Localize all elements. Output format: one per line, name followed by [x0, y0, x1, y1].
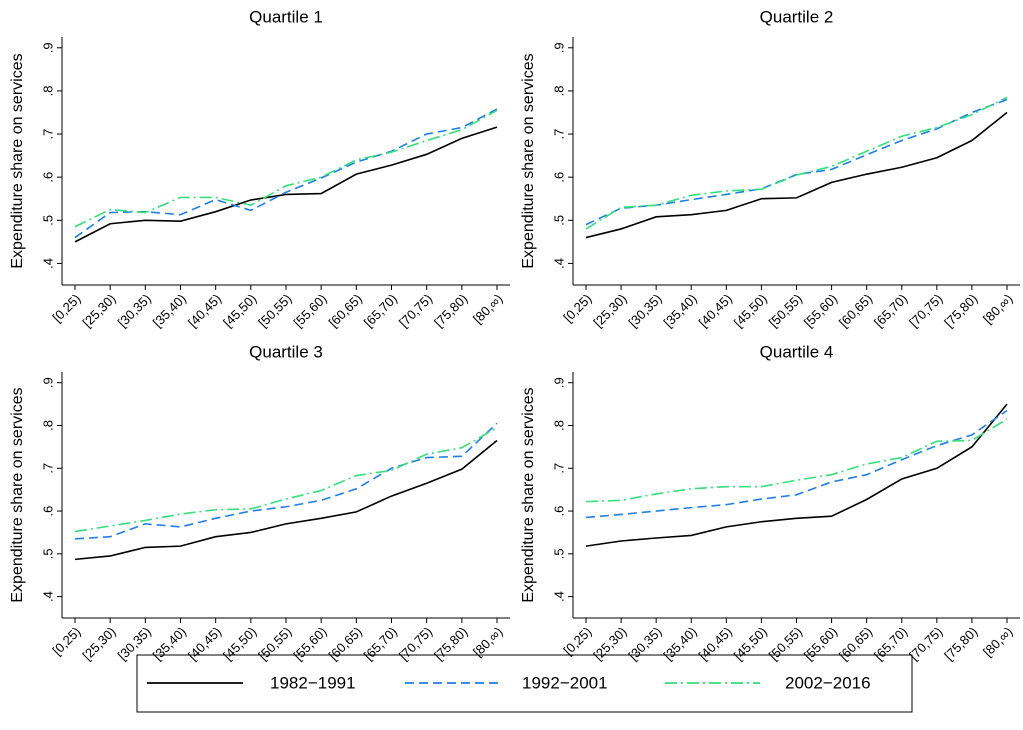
- x-tick-label: [60,65): [326, 291, 365, 330]
- x-tick-label: [25,30): [590, 291, 629, 330]
- y-tick-label: .7: [40, 463, 55, 474]
- x-tick-label: [65,70): [361, 291, 400, 330]
- y-tick-label: .4: [40, 591, 55, 602]
- legend-label: 1982−1991: [270, 673, 356, 692]
- legend-label: 2002−2016: [785, 673, 871, 692]
- x-tick-label: [80,∞): [980, 291, 1016, 327]
- chart-title: Quartile 1: [249, 7, 323, 26]
- y-tick-label: .8: [551, 420, 566, 431]
- x-tick-label: [25,30): [79, 624, 118, 663]
- y-tick-label: .5: [40, 548, 55, 559]
- y-tick-label: .8: [551, 85, 566, 96]
- x-tick-label: [60,65): [836, 291, 875, 330]
- series-line: [74, 426, 498, 533]
- x-tick-label: [75,80): [431, 291, 470, 330]
- legend-label: 1992−2001: [522, 673, 608, 692]
- x-tick-label: [70,75): [906, 291, 945, 330]
- y-tick-label: .5: [40, 215, 55, 226]
- series-line: [585, 409, 1008, 519]
- x-tick-label: [40,45): [696, 291, 735, 330]
- y-tick-label: .7: [551, 129, 566, 140]
- y-tick-label: .5: [551, 548, 566, 559]
- series-line: [585, 96, 1008, 230]
- series-line: [585, 111, 1008, 239]
- x-tick-label: [35,40): [150, 291, 189, 330]
- x-tick-label: [70,75): [396, 291, 435, 330]
- chart-title: Quartile 4: [760, 342, 834, 361]
- y-tick-label: .8: [40, 420, 55, 431]
- series-line: [585, 418, 1008, 503]
- x-tick-label: [80,∞): [980, 624, 1016, 660]
- y-axis-label: Expenditure share on services: [520, 53, 537, 268]
- x-tick-label: [80,∞): [470, 291, 506, 327]
- chart-title: Quartile 3: [249, 342, 323, 361]
- y-tick-label: .7: [551, 463, 566, 474]
- y-tick-label: .9: [551, 377, 566, 388]
- y-axis-label: Expenditure share on services: [9, 53, 26, 268]
- y-tick-label: .6: [40, 172, 55, 183]
- x-tick-label: [55,60): [801, 291, 840, 330]
- y-axis-label: Expenditure share on services: [520, 387, 537, 602]
- x-tick-label: [50,55): [255, 291, 294, 330]
- x-tick-label: [55,60): [290, 291, 329, 330]
- y-tick-label: .4: [551, 591, 566, 602]
- x-tick-label: [0,25): [49, 624, 83, 658]
- x-tick-label: [30,35): [625, 291, 664, 330]
- x-tick-label: [35,40): [661, 291, 700, 330]
- chart-title: Quartile 2: [760, 7, 834, 26]
- x-tick-label: [45,50): [220, 291, 259, 330]
- x-tick-label: [80,∞): [470, 624, 506, 660]
- series-line: [74, 108, 498, 239]
- y-tick-label: .9: [40, 42, 55, 53]
- y-tick-label: .5: [551, 215, 566, 226]
- series-line: [74, 422, 498, 540]
- series-line: [585, 403, 1008, 547]
- y-tick-label: .9: [551, 42, 566, 53]
- x-tick-label: [25,30): [79, 291, 118, 330]
- y-tick-label: .6: [40, 506, 55, 517]
- x-tick-label: [70,75): [906, 624, 945, 663]
- x-tick-label: [50,55): [766, 291, 805, 330]
- y-tick-label: .8: [40, 85, 55, 96]
- x-tick-label: [30,35): [115, 291, 154, 330]
- series-line: [74, 109, 498, 228]
- x-tick-label: [65,70): [871, 291, 910, 330]
- x-tick-label: [75,80): [941, 291, 980, 330]
- y-tick-label: .6: [551, 172, 566, 183]
- y-tick-label: .6: [551, 506, 566, 517]
- x-tick-label: [40,45): [185, 291, 224, 330]
- y-tick-label: .7: [40, 129, 55, 140]
- x-tick-label: [75,80): [941, 624, 980, 663]
- series-line: [74, 126, 498, 243]
- y-tick-label: .4: [551, 258, 566, 269]
- y-tick-label: .4: [40, 258, 55, 269]
- y-tick-label: .9: [40, 377, 55, 388]
- x-tick-label: [45,50): [731, 291, 770, 330]
- x-tick-label: [0,25): [49, 291, 83, 325]
- legend-box: [136, 654, 913, 713]
- y-axis-label: Expenditure share on services: [9, 387, 26, 602]
- series-line: [74, 439, 498, 561]
